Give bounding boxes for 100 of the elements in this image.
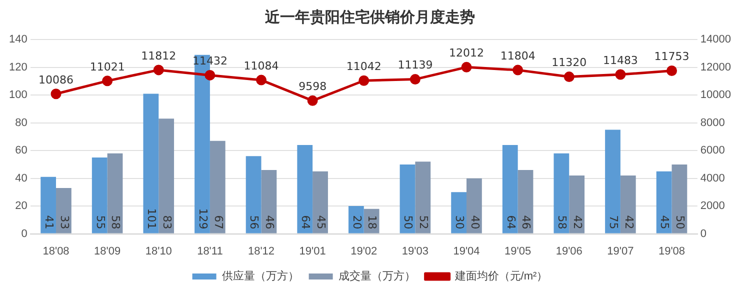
bar: [297, 145, 313, 234]
x-tick-label: 18'12: [248, 245, 275, 258]
y2-tick-label: 6000: [700, 144, 725, 157]
bar: [672, 164, 688, 234]
point: [50, 88, 62, 100]
bar: [502, 145, 518, 234]
data-label: 64: [299, 215, 312, 230]
bar: [415, 162, 431, 234]
y-tick-label: 100: [8, 89, 28, 102]
point: [410, 74, 420, 85]
x-tick-label: 18'08: [42, 245, 70, 258]
data-label: 45: [658, 215, 672, 230]
point: [256, 74, 267, 86]
y2-tick-label: 14000: [700, 34, 732, 46]
data-label: 42: [570, 215, 584, 230]
data-label: 129: [196, 208, 210, 230]
point: [615, 69, 626, 80]
y2-tick-label: 4000: [700, 172, 725, 184]
y-tick-label: 60: [15, 144, 28, 157]
y2-tick-label: 0: [700, 228, 707, 240]
point: [102, 76, 113, 86]
data-label: 42: [622, 215, 636, 230]
data-label: 11042: [346, 60, 382, 73]
data-label: 41: [42, 215, 56, 230]
y-tick-label: 40: [15, 172, 28, 184]
data-label: 10086: [38, 73, 74, 86]
bar: [56, 188, 72, 234]
y2-tick-label: 8000: [700, 116, 725, 129]
data-label: 46: [520, 215, 533, 230]
data-label: 11021: [90, 60, 125, 74]
x-tick-label: 19'01: [299, 245, 326, 258]
bar: [261, 170, 277, 234]
bar: [158, 118, 174, 234]
x-tick-label: 18'11: [197, 245, 223, 258]
data-label: 101: [145, 208, 158, 230]
data-label: 11753: [654, 50, 690, 64]
legend-label: 建面均价（元/m²）: [454, 270, 548, 283]
data-label: 52: [417, 215, 430, 230]
y2-tick-label: 10000: [700, 89, 732, 102]
y-tick-label: 80: [15, 116, 28, 129]
data-label: 11812: [141, 49, 176, 62]
bar: [312, 171, 328, 234]
data-label: 33: [58, 215, 71, 230]
data-label: 50: [674, 215, 687, 230]
point: [153, 64, 164, 76]
bar: [92, 158, 108, 234]
data-label: 55: [94, 215, 107, 230]
data-label: 45: [314, 215, 328, 230]
bar: [605, 130, 620, 234]
x-tick-label: 19'05: [504, 245, 532, 258]
data-label: 40: [468, 215, 482, 230]
data-label: 9598: [298, 80, 327, 94]
data-label: 58: [109, 215, 122, 230]
point: [564, 72, 574, 82]
data-label: 64: [504, 215, 518, 230]
bar: [466, 178, 482, 234]
y2-tick-label: 12000: [700, 61, 732, 74]
chart-title: 近一年贵阳住宅供销价月度走势: [264, 7, 476, 28]
data-label: 11139: [398, 58, 433, 72]
bar: [210, 140, 226, 234]
bar: [246, 156, 262, 234]
point: [512, 64, 524, 76]
legend-label: 成交量（万方）: [338, 270, 416, 283]
bar: [107, 153, 123, 234]
x-tick-label: 19'02: [350, 245, 378, 258]
x-tick-label: 19'08: [658, 245, 686, 258]
data-label: 11084: [244, 59, 279, 72]
point: [307, 95, 318, 106]
x-tick-label: 19'03: [402, 245, 428, 258]
data-label: 58: [556, 215, 569, 230]
y-tick-label: 140: [8, 34, 28, 46]
data-label: 50: [402, 215, 415, 230]
x-tick-label: 18'10: [145, 245, 172, 258]
x-tick-label: 19'07: [607, 245, 634, 258]
data-label: 20: [350, 215, 364, 230]
bar: [656, 171, 672, 234]
y-tick-label: 0: [21, 228, 28, 240]
x-tick-label: 18'09: [94, 245, 121, 258]
bar: [451, 192, 467, 234]
bar: [518, 170, 534, 234]
data-label: 83: [160, 215, 174, 230]
data-label: 11483: [602, 54, 638, 67]
point: [666, 66, 678, 76]
data-label: 18: [366, 215, 379, 230]
bar: [143, 94, 159, 234]
data-label: 75: [606, 215, 620, 230]
y2-tick-label: 2000: [700, 200, 725, 212]
x-tick-label: 19'06: [556, 245, 582, 258]
x-tick-label: 19'04: [453, 245, 480, 258]
data-label: 67: [212, 215, 225, 230]
data-label: 12012: [449, 46, 484, 60]
legend-label: 供应量（万方）: [222, 270, 299, 283]
bar: [620, 176, 636, 234]
bar: [40, 176, 56, 234]
bar: [554, 153, 570, 234]
data-label: 46: [263, 215, 276, 230]
point: [204, 70, 216, 80]
data-label: 11804: [500, 49, 536, 62]
point: [358, 75, 370, 86]
data-label: 56: [248, 215, 261, 230]
